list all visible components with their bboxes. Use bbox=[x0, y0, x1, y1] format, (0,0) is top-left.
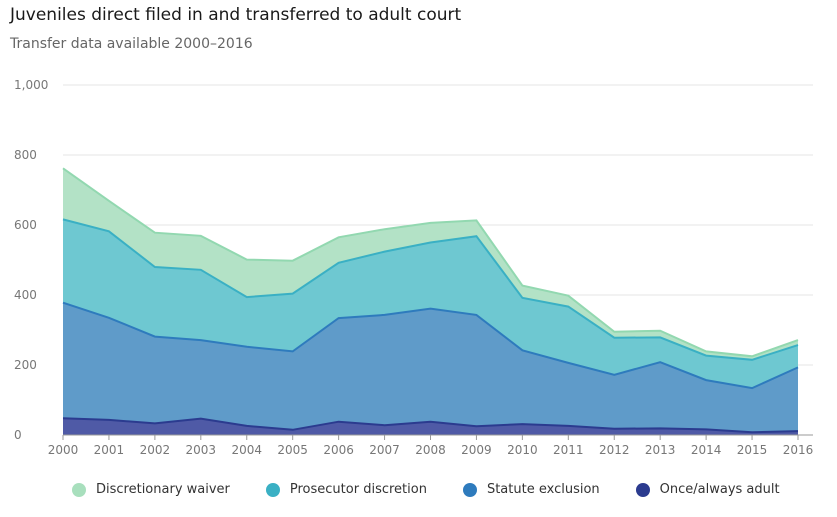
x-tick-label: 2012 bbox=[599, 443, 630, 457]
x-tick-label: 2001 bbox=[94, 443, 125, 457]
legend-item: Statute exclusion bbox=[462, 482, 600, 497]
line-prosecutor-discretion bbox=[62, 218, 799, 361]
area-layers bbox=[63, 168, 798, 435]
x-tick-label: 2015 bbox=[737, 443, 768, 457]
area-discretionary-waiver bbox=[63, 168, 798, 360]
line-discretionary-waiver bbox=[62, 167, 799, 358]
x-tick-label: 2009 bbox=[461, 443, 492, 457]
y-tick-label: 800 bbox=[14, 148, 37, 162]
x-tick-label: 2005 bbox=[277, 443, 308, 457]
area-statute-exclusion bbox=[63, 302, 798, 433]
series-lines bbox=[62, 167, 799, 434]
legend-swatch bbox=[462, 482, 477, 497]
legend-item: Prosecutor discretion bbox=[265, 482, 427, 497]
legend-item: Discretionary waiver bbox=[72, 482, 230, 497]
x-tick-label: 2002 bbox=[140, 443, 171, 457]
y-tick-label: 400 bbox=[14, 288, 37, 302]
area-once-always-adult bbox=[63, 418, 798, 435]
chart-subtitle: Transfer data available 2000–2016 bbox=[10, 36, 253, 52]
legend-swatch bbox=[635, 482, 650, 497]
x-tick-label: 2013 bbox=[645, 443, 676, 457]
legend-label: Once/always adult bbox=[659, 482, 780, 497]
x-axis: 2000 2001 2002 2003 2004 2005 2006 2007 2008 2009… bbox=[48, 434, 814, 457]
legend: Discretionary waiver Prosecutor discretio… bbox=[72, 482, 816, 497]
y-tick-label: 0 bbox=[14, 428, 22, 442]
x-tick-label: 2008 bbox=[415, 443, 446, 457]
legend-swatch bbox=[265, 482, 280, 497]
y-tick-label: 600 bbox=[14, 218, 37, 232]
x-tick-label: 2010 bbox=[507, 443, 538, 457]
line-statute-exclusion bbox=[62, 301, 799, 390]
y-tick-label: 1,000 bbox=[14, 78, 48, 92]
x-tick-label: 2000 bbox=[48, 443, 79, 457]
x-tick-label: 2006 bbox=[323, 443, 354, 457]
chart-title: Juveniles direct filed in and transferre… bbox=[10, 5, 462, 25]
y-axis: 0 200 400 600 800 1,000 bbox=[14, 78, 48, 442]
x-tick-label: 2011 bbox=[553, 443, 584, 457]
x-tick-label: 2003 bbox=[186, 443, 217, 457]
legend-label: Discretionary waiver bbox=[96, 482, 230, 497]
legend-label: Prosecutor discretion bbox=[289, 482, 427, 497]
x-tick-label: 2014 bbox=[691, 443, 722, 457]
legend-label: Statute exclusion bbox=[486, 482, 600, 497]
line-once-always-adult bbox=[62, 417, 799, 434]
x-tick-label: 2004 bbox=[231, 443, 262, 457]
x-tick-label: 2007 bbox=[369, 443, 400, 457]
x-tick-label: 2016 bbox=[783, 443, 814, 457]
legend-swatch bbox=[72, 482, 86, 497]
y-tick-label: 200 bbox=[14, 358, 37, 372]
legend-item: Once/always adult bbox=[635, 482, 780, 497]
